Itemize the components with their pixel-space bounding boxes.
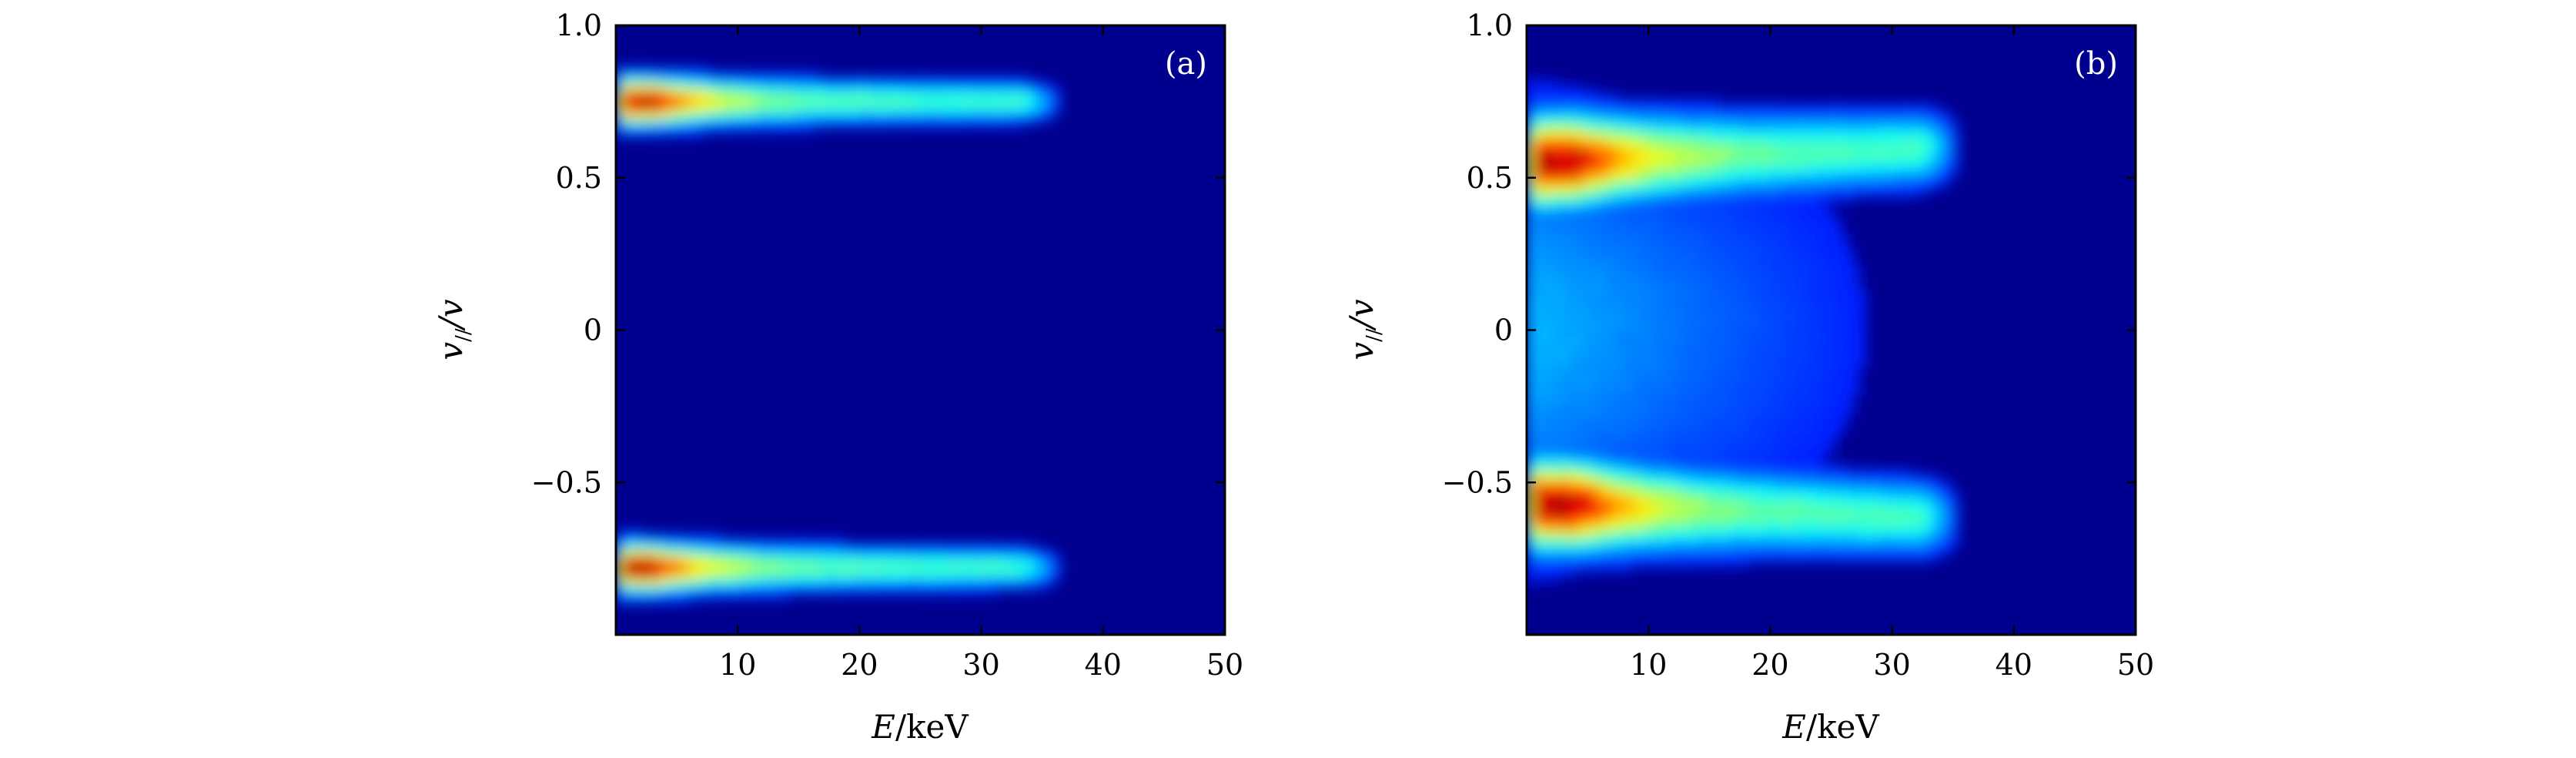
x-tick-label: 30: [962, 648, 999, 682]
x-axis-label-b: E/keV: [1781, 708, 1879, 746]
x-tick-label: 30: [1873, 648, 1910, 682]
y-axis-label-b-var: v: [1343, 342, 1380, 361]
y-axis-b: 1.0 0.5 0 −0.5: [1442, 8, 2136, 499]
y-axis-label-a: v///v: [432, 299, 475, 360]
y-axis-label-b: v///v: [1343, 299, 1386, 360]
y-axis-label-a-var: v: [432, 342, 470, 361]
x-axis-b: 10 20 30 40 50: [1630, 25, 2154, 682]
heatmap-b-intensity: [1527, 76, 1959, 585]
x-tick-label: 40: [1085, 648, 1122, 682]
x-tick-label: 50: [1206, 648, 1243, 682]
y-axis-a: 1.0 0.5 0 −0.5: [531, 8, 1225, 499]
y-tick-label: 1.0: [1467, 8, 1513, 42]
x-tick-label: 20: [1751, 648, 1788, 682]
x-axis-label-b-unit: /keV: [1806, 708, 1879, 746]
y-tick-label: 0.5: [556, 161, 602, 195]
x-axis-label-b-var: E: [1781, 708, 1806, 746]
panel-label-b: (b): [2074, 46, 2118, 82]
x-tick-label: 50: [2117, 648, 2154, 682]
y-tick-label: −0.5: [1442, 465, 1513, 499]
y-axis-label-a-den: /v: [432, 299, 470, 331]
x-axis-label-a: E/keV: [871, 708, 969, 746]
y-tick-label: 0: [584, 314, 602, 347]
x-tick-label: 40: [1996, 648, 2032, 682]
y-axis-label-b-den: /v: [1343, 299, 1380, 331]
y-tick-label: −0.5: [531, 465, 602, 499]
heatmap-panel-b: 10 20 30 40 50 1.0 0.5 0 −0.5 (b) E/keV v///v: [1343, 8, 2154, 746]
y-tick-label: 1.0: [556, 8, 602, 42]
heatmap-a-intensity: [616, 67, 1060, 604]
heatmap-panel-a: 10 20 30 40 50 1.0 0.5 0 −0.5 (a) E/keV v///v: [432, 8, 1243, 746]
x-tick-label: 10: [719, 648, 756, 682]
x-axis-a: 10 20 30 40 50: [719, 25, 1243, 682]
panel-label-a: (a): [1165, 46, 1207, 82]
y-axis-label-b-sub: //: [1363, 328, 1386, 342]
y-tick-label: 0.5: [1467, 161, 1513, 195]
x-axis-label-a-unit: /keV: [895, 708, 969, 746]
x-axis-label-a-var: E: [871, 708, 895, 746]
y-axis-label-a-sub: //: [452, 328, 475, 342]
y-tick-label: 0: [1494, 314, 1513, 347]
x-tick-label: 10: [1630, 648, 1667, 682]
x-tick-label: 20: [841, 648, 878, 682]
